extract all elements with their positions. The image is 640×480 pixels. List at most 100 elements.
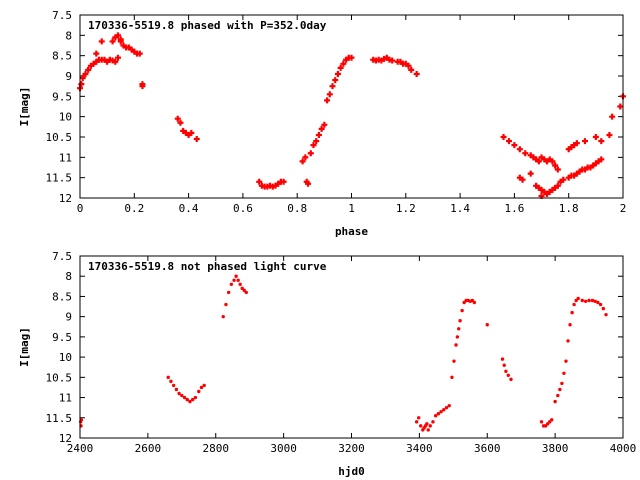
phased-data-point [313,138,320,145]
unphased-data-point [485,323,489,327]
unphased-data-point [500,357,505,361]
unphased-y-tick-label: 10.5 [46,371,73,384]
unphased-data-point [506,373,510,378]
phased-data-point [188,129,195,136]
unphased-data-point [439,410,443,414]
phased-data-point [535,158,542,165]
phased-data-point [511,142,518,149]
phased-data-point [340,60,347,67]
unphased-y-tick-label: 11.5 [46,412,73,425]
unphased-data-point [174,387,179,392]
phased-data-point [299,158,306,165]
unphased-light-curve-panel: 2400 2600 2800 3000 3200 3400 3600 3800 4000 7.5 8… [18,250,636,478]
unphased-y-tick-label: 9 [65,311,72,324]
unphased-chart-title: 170336-5519.8 not phased light curve [88,260,327,273]
unphased-data-point [226,290,231,295]
phased-data-point [78,81,85,88]
unphased-data-point [457,327,461,331]
phased-x-tick-label: 2 [620,202,627,215]
unphased-y-tick-label: 7.5 [52,250,72,263]
phased-x-tick-label: 0.6 [233,202,253,215]
unphased-data-point [180,393,184,398]
phased-data-point [256,178,263,185]
unphased-axis-ticks: 2400 2600 2800 3000 3200 3400 3600 3800 4000 7.5 8… [46,250,637,455]
phased-data-point [115,54,122,61]
phased-data-point [79,75,86,82]
unphased-data-point [564,359,568,363]
phased-data-point [112,58,119,65]
phased-x-tick-label: 1.4 [450,202,470,215]
unphased-data-point [593,299,597,303]
phased-data-point [389,57,396,64]
unphased-data-point [447,403,451,408]
unphased-data-point [425,422,429,426]
unphased-data-point [556,393,560,398]
unphased-data-point [455,335,460,339]
unphased-data-point [426,428,430,432]
unphased-data-point [79,418,84,422]
phased-data-point [332,77,339,84]
unphased-data-point [587,298,591,303]
unphased-x-tick-label: 3800 [542,442,569,455]
phased-data-point [554,166,561,173]
unphased-x-tick-label: 3000 [270,442,297,455]
phased-y-tick-label: 8.5 [52,50,72,63]
unphased-data-point [550,418,554,422]
phased-data-point [177,119,184,126]
phased-data-point [543,190,550,197]
phased-data-point [85,66,92,73]
phased-data-point [617,103,624,110]
phased-data-point [598,138,605,145]
phased-data-point [302,154,309,161]
phased-data-point [408,66,415,73]
unphased-data-point [452,359,456,363]
phased-data-point [560,176,567,183]
unphased-data-point [583,299,588,303]
unphased-y-tick-label: 11 [59,392,72,405]
unphased-data-point [428,424,432,428]
phased-data-point [329,83,336,90]
phased-data-point [305,180,312,187]
phased-data-point [598,156,605,163]
phased-data-point [549,158,556,165]
unphased-y-tick-label: 8 [65,270,72,283]
phased-y-tick-label: 9 [65,70,72,83]
phased-data-point [554,182,561,189]
phased-data-point [609,113,616,120]
unphased-data-point [509,377,513,382]
unphased-x-tick-label: 2800 [203,442,230,455]
phased-data-point [337,64,344,71]
unphased-data-point [419,424,423,428]
phased-data-point [307,150,314,157]
unphased-data-point [202,383,206,388]
phased-x-tick-label: 1.6 [504,202,524,215]
phased-data-point [581,138,588,145]
unphased-data-point [504,369,508,373]
phased-data-point [606,131,613,138]
unphased-data-point [570,310,574,315]
phased-y-tick-label: 10.5 [46,131,73,144]
phased-y-tick-label: 7.5 [52,9,72,22]
phased-data-point [315,131,322,138]
unphased-data-point [472,300,477,305]
unphased-data-point [436,412,441,416]
unphased-data-point [553,399,557,404]
unphased-x-tick-label: 2600 [135,442,162,455]
phased-data-point [321,121,328,128]
phased-axis-ticks: 0 0.2 0.4 0.6 0.8 1 1.2 1.4 1.6 1.8 2 7.5 8 8.5 9 9.5 10… [46,9,627,215]
phased-data-point [98,38,105,45]
unphased-y-tick-label: 10 [59,351,72,364]
unphased-data-point [190,397,195,402]
phased-x-tick-label: 1.2 [396,202,416,215]
unphased-data-point [169,379,173,384]
unphased-data-point [229,282,234,287]
phased-data-point [115,32,122,39]
unphased-data-point [572,302,576,307]
unphased-data-point [558,387,562,392]
unphased-data-point [244,290,248,295]
phased-data-point [193,136,200,143]
phased-y-tick-label: 12 [59,192,72,205]
unphased-data-point [502,363,506,367]
phased-y-axis-label: I[mag] [18,87,31,127]
phased-y-tick-label: 8 [65,29,72,42]
